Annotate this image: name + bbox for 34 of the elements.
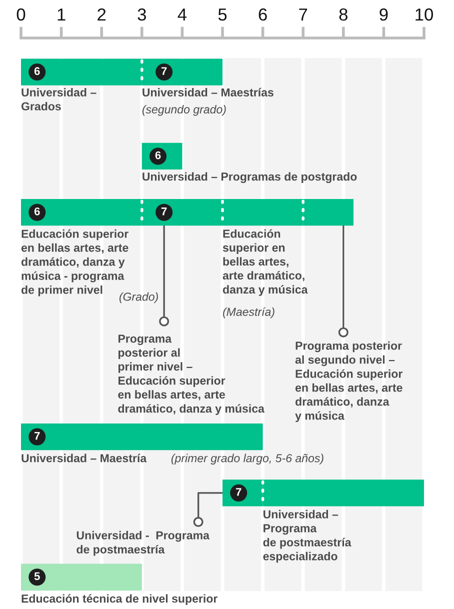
x-tick-label: 3: [138, 8, 146, 21]
annotation: 7: [236, 488, 242, 496]
annotation: (Maestría): [223, 307, 274, 318]
x-tick-label: 2: [98, 8, 106, 21]
bar: [21, 423, 263, 450]
annotation: 7: [161, 208, 167, 216]
annotation: Programa posterior al primer nivel – Educación superior en bellas artes, arte dramático, danza y música: [118, 334, 265, 415]
annotation: (primer grado largo, 5-6 años): [171, 454, 324, 465]
annotation: 6: [155, 151, 161, 160]
annotation: Universidad – Maestría: [22, 454, 147, 462]
x-tick-label: 7: [299, 8, 308, 21]
annotation: Educación superior en bellas artes, arte dramático, danza y música: [222, 229, 308, 296]
x-tick-label: 6: [258, 8, 267, 21]
x-tick-label: 4: [178, 8, 187, 21]
x-tick-label: 10: [416, 8, 433, 21]
x-tick-label: 8: [339, 8, 348, 21]
annotation: Universidad – Maestrías: [142, 88, 274, 96]
annotation: 6: [34, 207, 40, 216]
x-tick-label: 5: [218, 8, 227, 21]
annotation: 7: [161, 67, 167, 75]
annotation: Universidad - Programa de postmaestría: [76, 530, 210, 556]
annotation: 6: [34, 67, 40, 76]
text: Educación técnica de nivel superior: [22, 594, 218, 605]
x-tick-label: 1: [58, 8, 66, 21]
annotation: Universidad – Programas de postgrado: [142, 172, 357, 184]
annotation: (segundo grado): [142, 105, 226, 116]
annotation: Programa posterior al segundo nivel – Educación superior en bellas artes, arte dramático, danza y música: [295, 341, 402, 422]
annotation: 5: [34, 572, 40, 580]
x-tick-label: 9: [380, 8, 388, 21]
x-tick-label: 0: [16, 8, 26, 21]
annotation: Universidad – Programa de postmaestría especializado: [263, 510, 352, 563]
annotation: 7: [34, 432, 40, 440]
annotation: Universidad – Grados: [21, 88, 96, 110]
bar: [21, 564, 142, 590]
